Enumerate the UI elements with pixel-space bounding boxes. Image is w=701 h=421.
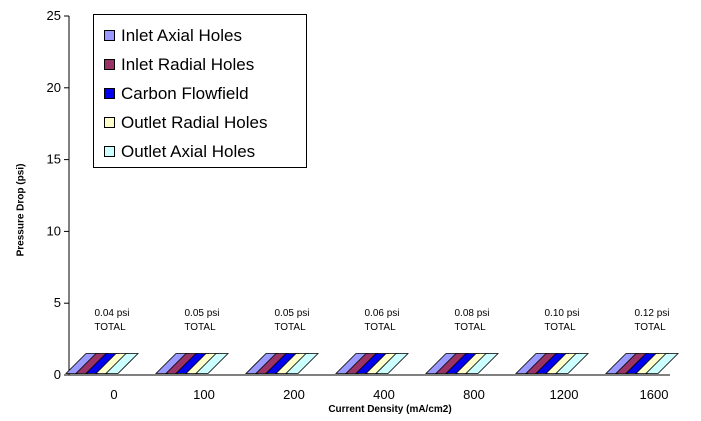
legend-item: Outlet Radial Holes: [104, 108, 306, 137]
y-tick-label: 5: [54, 295, 61, 310]
legend-label: Inlet Axial Holes: [121, 25, 242, 45]
total-annotation-label: TOTAL: [634, 322, 666, 333]
total-annotation-value: 0.08 psi: [454, 308, 489, 319]
legend-item: Inlet Axial Holes: [104, 21, 306, 50]
bar: [465, 353, 499, 374]
legend-label: Outlet Axial Holes: [121, 141, 256, 161]
x-tick-label: 1600: [640, 387, 669, 402]
total-annotation-value: 0.04 psi: [94, 308, 129, 319]
y-tick-label: 20: [47, 80, 61, 95]
x-axis-title: Current Density (mA/cm2): [328, 404, 452, 415]
legend-swatch: [104, 30, 115, 41]
total-annotation-label: TOTAL: [544, 322, 576, 333]
x-tick-label: 100: [193, 387, 215, 402]
legend-swatch: [104, 117, 115, 128]
bar: [645, 353, 679, 374]
bar: [105, 353, 139, 374]
bar: [375, 353, 409, 374]
y-tick-label: 0: [54, 367, 61, 382]
total-annotation-label: TOTAL: [274, 322, 306, 333]
y-axis-title: Pressure Drop (psi): [15, 163, 27, 257]
total-annotation-value: 0.12 psi: [634, 308, 669, 319]
total-annotation-label: TOTAL: [184, 322, 216, 333]
total-annotation-label: TOTAL: [454, 322, 486, 333]
x-tick-label: 0: [110, 387, 117, 402]
legend-item: Inlet Radial Holes: [104, 50, 306, 79]
legend-swatch: [104, 146, 115, 157]
y-tick-label: 25: [47, 8, 61, 23]
legend-label: Carbon Flowfield: [121, 83, 249, 103]
x-tick-label: 200: [283, 387, 305, 402]
y-tick-label: 10: [47, 223, 61, 238]
total-annotation-label: TOTAL: [94, 322, 126, 333]
y-tick-label: 15: [47, 152, 61, 167]
legend-item: Carbon Flowfield: [104, 79, 306, 108]
x-tick-label: 1200: [550, 387, 579, 402]
total-annotation-value: 0.06 psi: [364, 308, 399, 319]
x-tick-label: 400: [373, 387, 395, 402]
legend-swatch: [104, 59, 115, 70]
bar: [285, 353, 319, 374]
legend-label: Outlet Radial Holes: [121, 112, 268, 132]
total-annotation-value: 0.05 psi: [184, 308, 219, 319]
bar: [555, 353, 589, 374]
bar: [195, 353, 229, 374]
legend-item: Outlet Axial Holes: [104, 137, 306, 166]
total-annotation-label: TOTAL: [364, 322, 396, 333]
total-annotation-value: 0.10 psi: [544, 308, 579, 319]
legend: Inlet Axial Holes Inlet Radial Holes Car…: [93, 14, 307, 168]
legend-swatch: [104, 88, 115, 99]
legend-label: Inlet Radial Holes: [121, 54, 255, 74]
x-tick-label: 800: [463, 387, 485, 402]
total-annotation-value: 0.05 psi: [274, 308, 309, 319]
